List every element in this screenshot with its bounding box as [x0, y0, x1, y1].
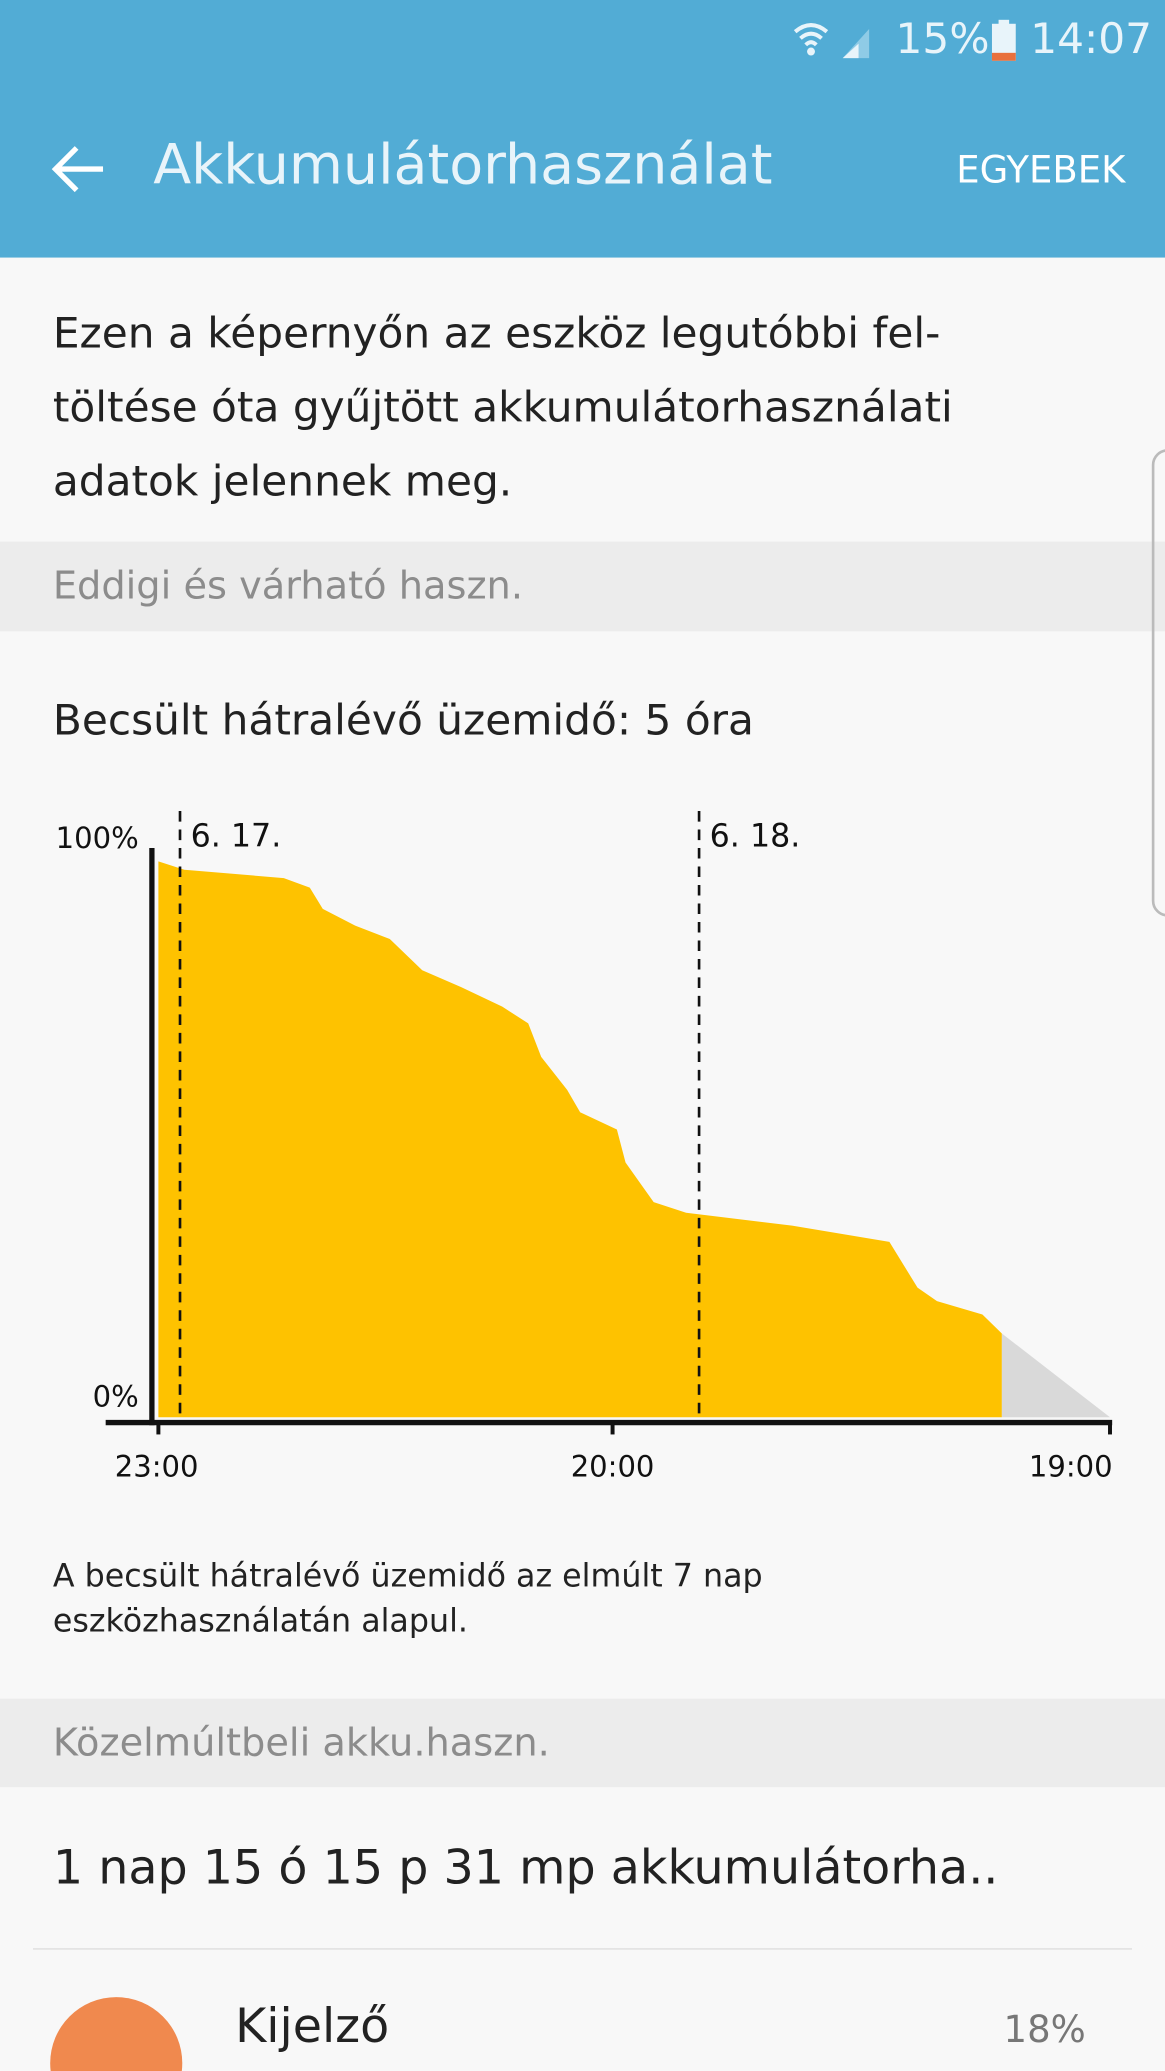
item-percent: 18% — [1003, 2007, 1086, 2052]
section-title: Eddigi és várható haszn. — [52, 562, 524, 608]
note: A becsült hátralévő üzemidő az elmúlt 7 … — [53, 1553, 763, 1643]
scroll-indicator — [1151, 449, 1165, 917]
date-label: 6. 17. — [191, 819, 282, 855]
estimate: Becsült hátralévő üzemidő: 5 óra — [52, 694, 754, 745]
app-bar: 15% 14:07 Akkumulátorhasználat EGYEBEK — [0, 0, 1165, 258]
battery-percent: 15% — [895, 13, 990, 64]
battery-icon — [991, 19, 1016, 61]
area — [158, 861, 1002, 1418]
area — [1001, 1333, 1111, 1418]
back-button[interactable] — [50, 143, 108, 196]
date-label: 6. 18. — [710, 819, 801, 855]
x-tick-label: 23:00 — [115, 1450, 199, 1484]
usage-total[interactable]: 1 nap 15 ó 15 p 31 mp akkumulátorha.. — [52, 1841, 999, 1896]
y-tick-label: 0% — [93, 1380, 139, 1414]
intro-line: Ezen a képernyőn az eszköz legutóbbi fel… — [52, 307, 941, 358]
section-title: Közelmúltbeli akku.haszn. — [52, 1719, 550, 1765]
note-line: A becsült hátralévő üzemidő az elmúlt 7 … — [52, 1557, 763, 1595]
intro: Ezen a képernyőn az eszköz legutóbbi fel… — [53, 296, 953, 518]
y-tick-label: 100% — [56, 821, 139, 855]
section-header: Közelmúltbeli akku.haszn. — [0, 1698, 1165, 1788]
divider — [33, 1948, 1132, 1950]
x-tick-label: 20:00 — [571, 1450, 655, 1484]
intro-line: töltése óta gyűjtött akkumulátorhasznála… — [52, 381, 953, 432]
section-header: Eddigi és várható haszn. — [0, 541, 1165, 632]
item-name[interactable]: Kijelző — [235, 1999, 390, 2054]
signal-icons — [793, 23, 870, 59]
note-line: eszközhasználatán alapul. — [52, 1602, 468, 1640]
title: Akkumulátorhasználat — [153, 132, 773, 197]
x-tick-label: 19:00 — [1029, 1450, 1113, 1484]
clock: 14:07 — [1030, 13, 1153, 64]
more-button[interactable]: EGYEBEK — [956, 147, 1126, 192]
intro-line: adatok jelennek meg. — [52, 455, 513, 506]
